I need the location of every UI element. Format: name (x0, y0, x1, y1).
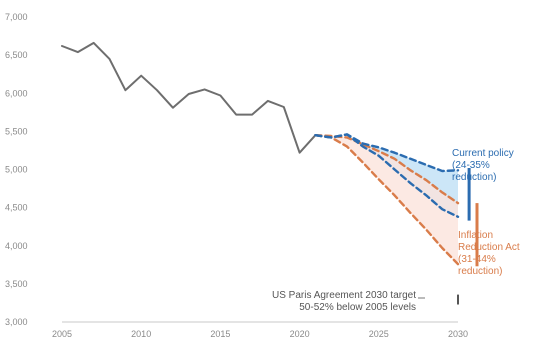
x-tick-label: 2020 (290, 329, 310, 339)
y-tick-label: 4,000 (5, 241, 28, 251)
annotations: Current policy(24-35%reduction)Inflation… (272, 148, 520, 313)
y-tick-label: 7,000 (5, 12, 28, 22)
y-tick-label: 5,000 (5, 165, 28, 175)
y-tick-label: 4,500 (5, 203, 28, 213)
annotation-current-line: (24-35% (452, 160, 490, 171)
series-line-current-policy-lower (314, 133, 460, 219)
y-tick-label: 3,500 (5, 279, 28, 289)
annotation-ira-line: Inflation (458, 230, 493, 241)
series-lines (61, 41, 460, 266)
annotation-paris-line: US Paris Agreement 2030 target (272, 290, 416, 301)
x-tick-label: 2010 (131, 329, 151, 339)
annotation-paris-line: 50-52% below 2005 levels (299, 302, 416, 313)
annotation-current-line: reduction) (452, 172, 496, 183)
annotation-current-line: Current policy (452, 148, 514, 159)
series-line-historical (61, 41, 317, 154)
annotation-current: Current policy(24-35%reduction) (452, 148, 514, 183)
x-axis: 2005 2010 2015 2020 2025 2030 (52, 321, 468, 339)
y-tick-label: 3,000 (5, 317, 28, 327)
x-tick-label: 2030 (448, 329, 468, 339)
y-tick-label: 6,000 (5, 88, 28, 98)
annotation-ira-line: (31-44% (458, 254, 496, 265)
range-bars (418, 168, 479, 305)
series-line-ira-lower (314, 133, 460, 266)
annotation-ira-line: reduction) (458, 266, 502, 277)
x-tick-label: 2015 (210, 329, 230, 339)
band-1 (315, 135, 458, 265)
x-tick-label: 2005 (52, 329, 72, 339)
annotation-ira-line: Reduction Act (458, 242, 520, 253)
y-tick-label: 5,500 (5, 126, 28, 136)
y-axis: 3,000 3,500 4,000 4,500 5,000 5,500 6,000 6,500… (5, 12, 28, 327)
y-tick-label: 6,500 (5, 50, 28, 60)
x-tick-label: 2025 (369, 329, 389, 339)
